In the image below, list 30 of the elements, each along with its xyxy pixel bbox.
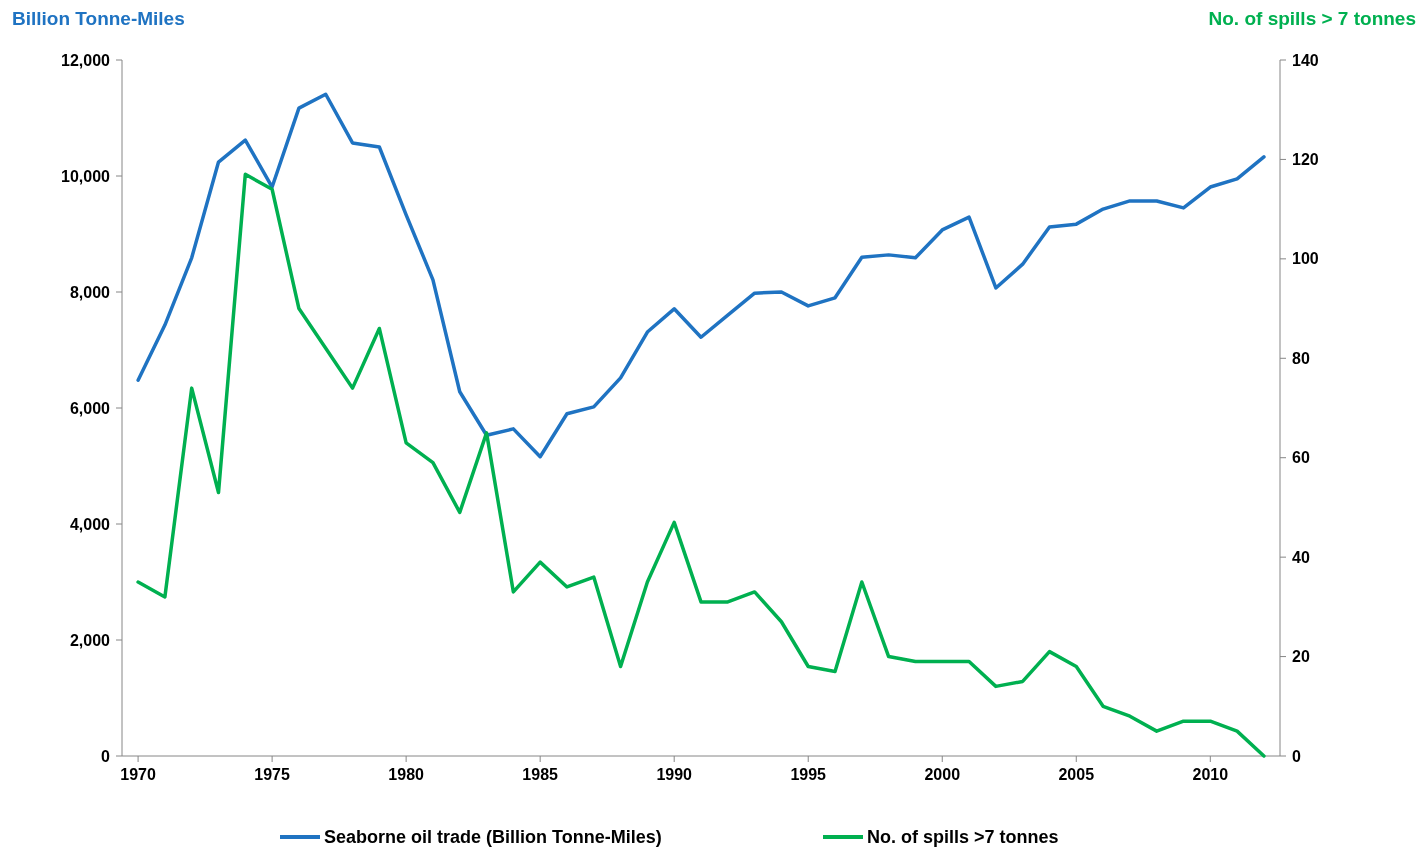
x-tick-label: 1975 bbox=[254, 766, 291, 783]
y-tick-label: 2,000 bbox=[69, 631, 111, 649]
x-tick-label: 1995 bbox=[790, 766, 827, 783]
y-tick-label: 0 bbox=[101, 747, 111, 765]
y2-tick-label: 100 bbox=[1292, 250, 1319, 268]
legend-label: No. of spills >7 tonnes bbox=[867, 827, 1059, 847]
y-tick-label: 6,000 bbox=[69, 399, 111, 417]
line-series bbox=[136, 172, 1266, 758]
y2-tick-label: 80 bbox=[1292, 349, 1310, 367]
y-tick-label: 12,000 bbox=[61, 51, 111, 69]
y2-tick-label: 20 bbox=[1292, 648, 1310, 666]
y2-tick-label: 60 bbox=[1292, 449, 1310, 467]
y-tick-label: 10,000 bbox=[61, 167, 111, 185]
y-tick-label: 4,000 bbox=[69, 515, 111, 533]
x-tick-label: 2010 bbox=[1192, 766, 1229, 783]
x-tick-label: 1980 bbox=[388, 766, 425, 783]
y2-tick-label: 0 bbox=[1292, 747, 1301, 765]
x-tick-label: 1970 bbox=[120, 766, 156, 783]
y-axis-title: Billion Tonne-Miles bbox=[12, 8, 185, 29]
y2-tick-label: 140 bbox=[1292, 51, 1319, 69]
legend-label: Seaborne oil trade (Billion Tonne-Miles) bbox=[324, 827, 662, 847]
line-series bbox=[136, 92, 1266, 459]
y2-tick-label: 40 bbox=[1292, 548, 1310, 566]
x-tick-label: 2005 bbox=[1058, 766, 1095, 783]
y2-tick-label: 120 bbox=[1292, 151, 1319, 169]
x-tick-label: 1985 bbox=[522, 766, 559, 783]
y-tick-label: 8,000 bbox=[69, 283, 111, 301]
x-tick-label: 1990 bbox=[656, 766, 693, 783]
y2-axis-title: No. of spills > 7 tonnes bbox=[1208, 8, 1416, 29]
x-tick-label: 2000 bbox=[924, 766, 961, 783]
